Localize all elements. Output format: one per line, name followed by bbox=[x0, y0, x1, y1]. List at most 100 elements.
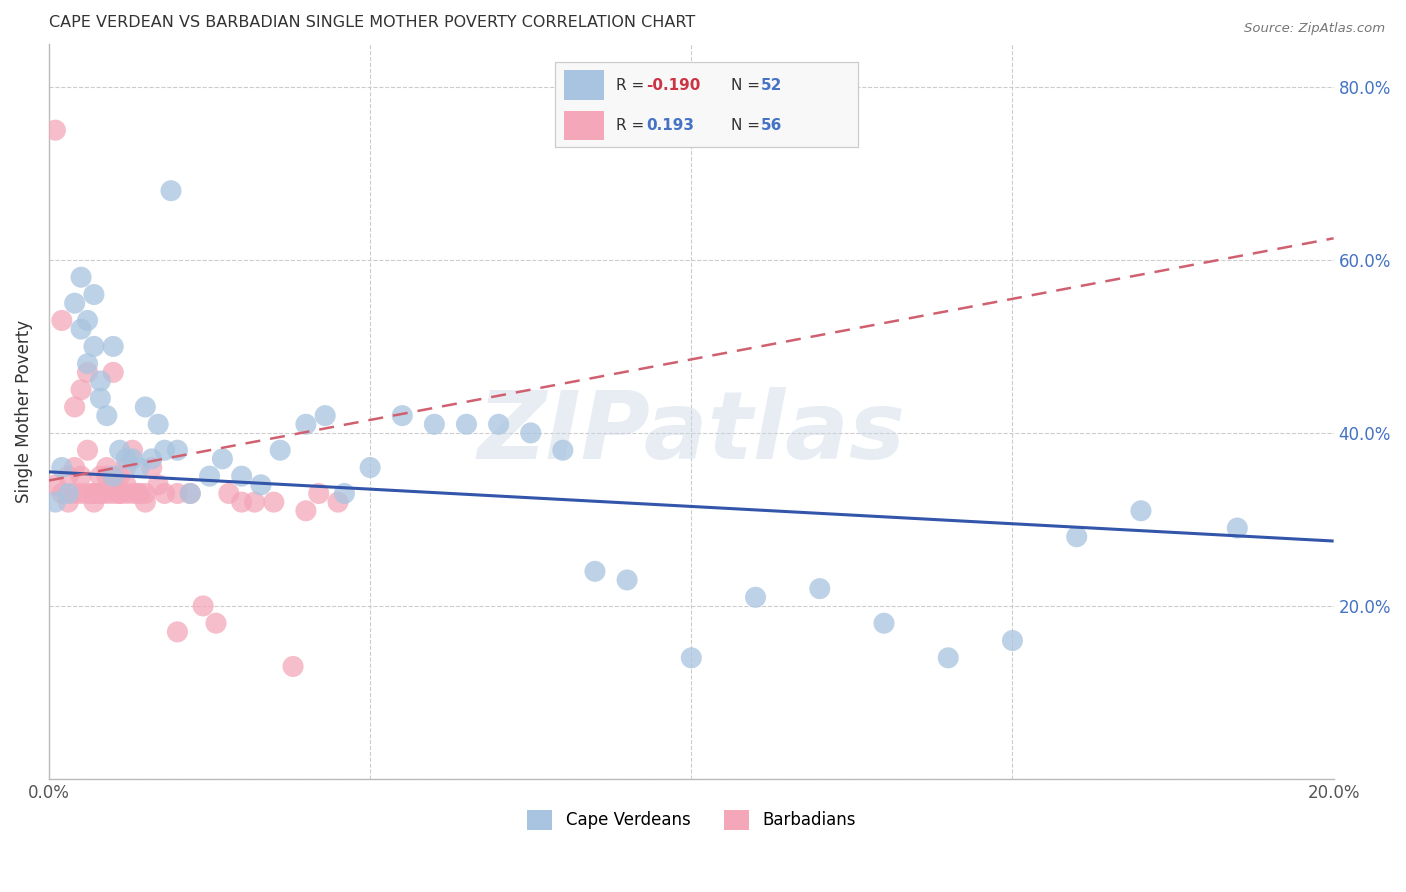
Y-axis label: Single Mother Poverty: Single Mother Poverty bbox=[15, 319, 32, 503]
Point bbox=[83, 339, 105, 353]
Text: 52: 52 bbox=[761, 78, 782, 93]
Point bbox=[583, 564, 606, 578]
Point bbox=[1226, 521, 1249, 535]
Point bbox=[121, 486, 143, 500]
Point bbox=[96, 460, 118, 475]
Point bbox=[51, 486, 73, 500]
Point bbox=[295, 417, 318, 432]
Point bbox=[108, 486, 131, 500]
Text: R =: R = bbox=[616, 118, 654, 133]
Point bbox=[153, 443, 176, 458]
Point bbox=[873, 616, 896, 631]
Point bbox=[166, 443, 188, 458]
Point bbox=[166, 486, 188, 500]
Point bbox=[179, 486, 201, 500]
Point bbox=[128, 460, 150, 475]
Point bbox=[218, 486, 240, 500]
Point bbox=[423, 417, 446, 432]
Point bbox=[115, 451, 138, 466]
Point bbox=[63, 296, 86, 310]
Point bbox=[191, 599, 214, 613]
Point bbox=[89, 486, 111, 500]
Point bbox=[83, 486, 105, 500]
Point bbox=[44, 123, 66, 137]
Point bbox=[63, 486, 86, 500]
Point bbox=[160, 184, 183, 198]
Point bbox=[96, 409, 118, 423]
Point bbox=[58, 486, 80, 500]
Point bbox=[146, 417, 169, 432]
Point bbox=[744, 591, 766, 605]
Point bbox=[115, 478, 138, 492]
Point bbox=[250, 478, 273, 492]
Point bbox=[76, 313, 98, 327]
Point bbox=[121, 451, 143, 466]
Point bbox=[231, 469, 253, 483]
Point bbox=[326, 495, 349, 509]
Point bbox=[359, 460, 381, 475]
Point bbox=[128, 486, 150, 500]
Point bbox=[198, 469, 221, 483]
Point bbox=[89, 486, 111, 500]
Point bbox=[166, 624, 188, 639]
Point bbox=[616, 573, 638, 587]
Point bbox=[308, 486, 330, 500]
Point bbox=[108, 486, 131, 500]
Point bbox=[211, 451, 233, 466]
Point bbox=[1129, 504, 1152, 518]
Point bbox=[263, 495, 285, 509]
Point bbox=[1066, 530, 1088, 544]
Text: ZIPatlas: ZIPatlas bbox=[477, 387, 905, 479]
Point bbox=[134, 400, 156, 414]
Point bbox=[141, 460, 163, 475]
Point bbox=[808, 582, 831, 596]
Point bbox=[70, 270, 93, 285]
Text: -0.190: -0.190 bbox=[647, 78, 700, 93]
Point bbox=[153, 486, 176, 500]
Point bbox=[108, 469, 131, 483]
Point bbox=[681, 650, 703, 665]
Point bbox=[58, 495, 80, 509]
Point bbox=[1001, 633, 1024, 648]
Bar bbox=[564, 111, 603, 140]
Point bbox=[115, 486, 138, 500]
Point bbox=[108, 443, 131, 458]
Point bbox=[89, 374, 111, 388]
Point bbox=[333, 486, 356, 500]
Point bbox=[44, 478, 66, 492]
Text: Source: ZipAtlas.com: Source: ZipAtlas.com bbox=[1244, 22, 1385, 36]
Point bbox=[76, 365, 98, 379]
Point bbox=[76, 357, 98, 371]
Point bbox=[70, 469, 93, 483]
Point bbox=[179, 486, 201, 500]
Point bbox=[243, 495, 266, 509]
Text: 56: 56 bbox=[761, 118, 782, 133]
Point bbox=[89, 392, 111, 406]
Point bbox=[89, 469, 111, 483]
Point bbox=[295, 504, 318, 518]
Text: N =: N = bbox=[731, 118, 765, 133]
Point bbox=[128, 486, 150, 500]
Legend: Cape Verdeans, Barbadians: Cape Verdeans, Barbadians bbox=[520, 803, 862, 837]
Point bbox=[96, 486, 118, 500]
Point bbox=[70, 486, 93, 500]
Point bbox=[83, 495, 105, 509]
Point bbox=[96, 469, 118, 483]
Point bbox=[551, 443, 574, 458]
Point bbox=[51, 460, 73, 475]
Point bbox=[488, 417, 510, 432]
Point bbox=[103, 486, 125, 500]
Point bbox=[70, 383, 93, 397]
Point bbox=[103, 339, 125, 353]
Point bbox=[103, 469, 125, 483]
Point bbox=[141, 451, 163, 466]
Point bbox=[44, 495, 66, 509]
Point bbox=[76, 443, 98, 458]
Point bbox=[76, 486, 98, 500]
Point bbox=[519, 425, 541, 440]
Point bbox=[134, 486, 156, 500]
Point bbox=[205, 616, 228, 631]
Bar bbox=[564, 70, 603, 100]
Point bbox=[121, 443, 143, 458]
Point bbox=[456, 417, 478, 432]
